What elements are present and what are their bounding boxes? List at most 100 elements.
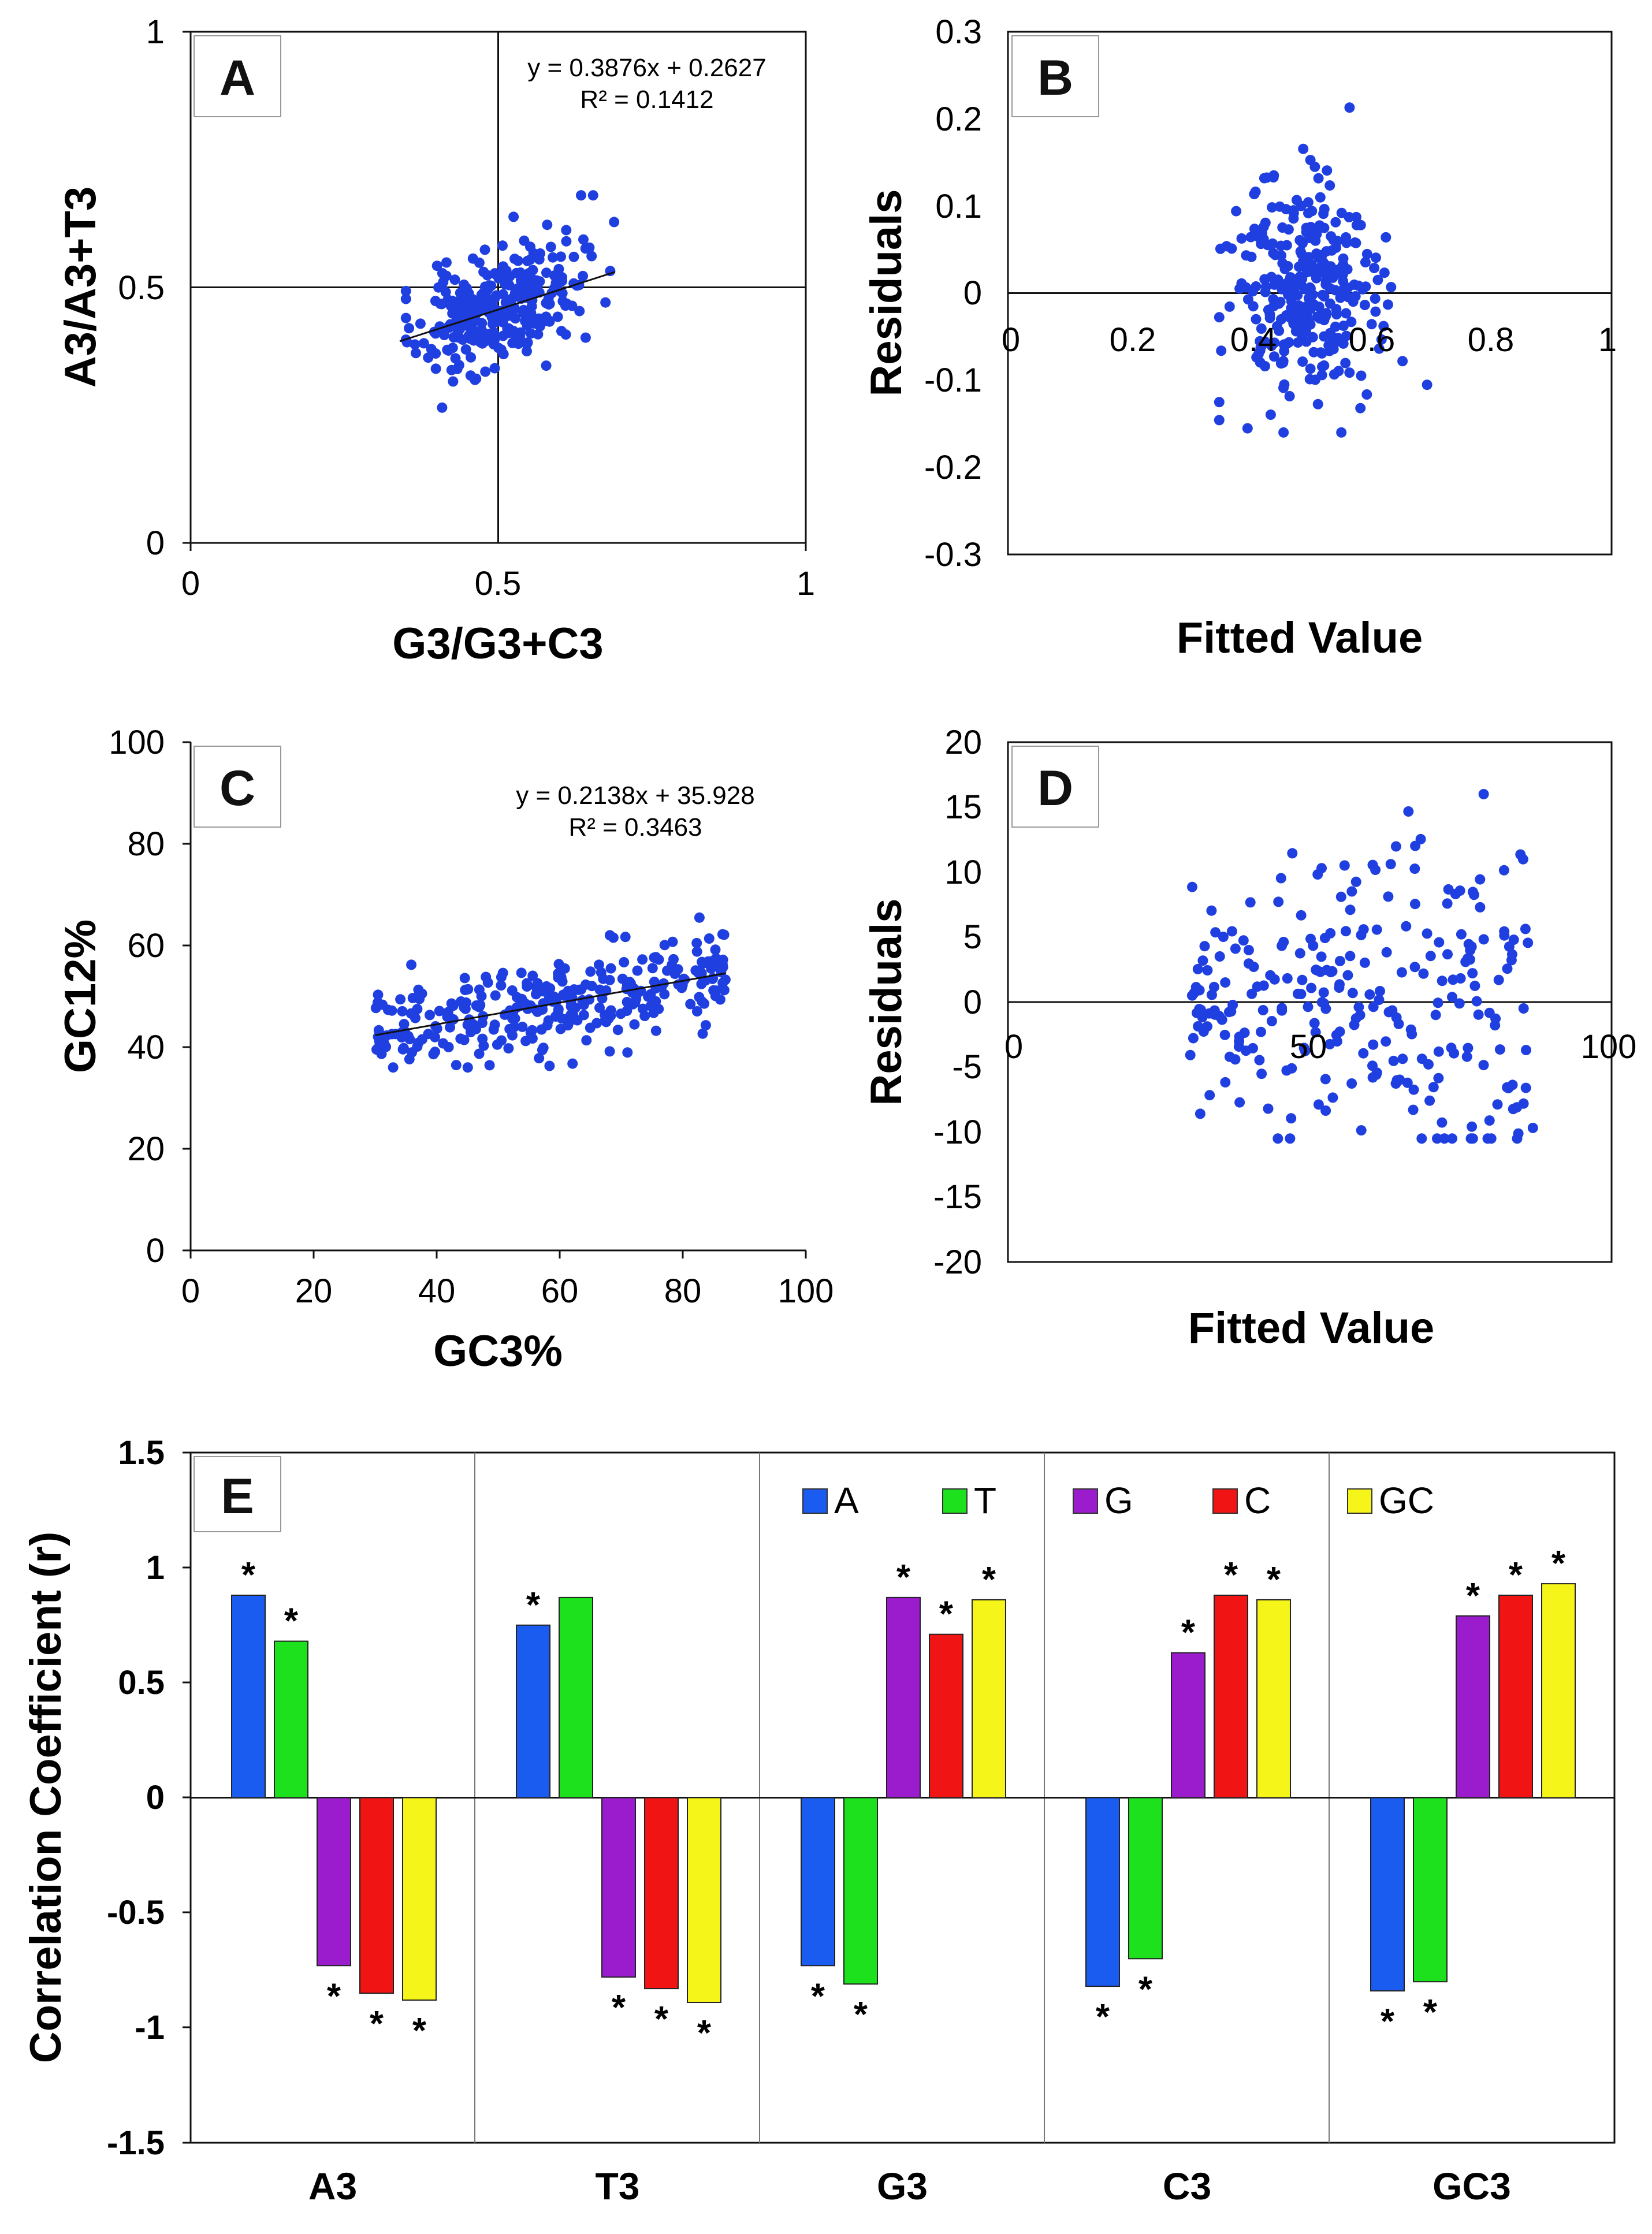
- panel-d-point: [1437, 1117, 1448, 1128]
- panel-a-point: [511, 267, 522, 278]
- panel-a-point: [489, 363, 500, 374]
- bar-t-t3: [559, 1596, 593, 1799]
- panel-d-point: [1320, 1074, 1331, 1085]
- significance-star: *: [284, 1602, 299, 1641]
- panel-b-point: [1319, 331, 1330, 342]
- panel-d-point: [1520, 924, 1531, 934]
- panel-c-point: [532, 978, 543, 989]
- panel-d-point: [1303, 1001, 1314, 1012]
- panel-a-point: [515, 275, 526, 286]
- bar-a-gc3: [1370, 1797, 1405, 1992]
- panel-b-point: [1242, 294, 1253, 305]
- panel-b-point: [1382, 299, 1393, 310]
- panel-c: 0 20 40 60 80 100 0 20 40 60 80 100 GC3%…: [56, 724, 834, 1376]
- panel-c-point: [567, 1058, 578, 1069]
- panel-c-point: [489, 1019, 500, 1030]
- panel-a-point: [465, 370, 476, 381]
- panel-c-point: [620, 932, 631, 943]
- panel-c-ytick: 0: [146, 1232, 165, 1269]
- panel-d-point: [1185, 1049, 1196, 1060]
- panel-d-point: [1405, 1024, 1416, 1035]
- panel-c-point: [406, 959, 417, 970]
- panel-a-plot: [183, 31, 807, 551]
- panel-d-point: [1475, 874, 1486, 885]
- panel-c-point: [541, 981, 552, 992]
- panel-b-point: [1216, 345, 1227, 356]
- panel-c-point: [527, 1025, 538, 1036]
- panel-d-point: [1368, 1039, 1379, 1050]
- panel-d-point: [1448, 974, 1458, 985]
- panel-d-xtick: 0: [1004, 1028, 1023, 1066]
- panel-b-point: [1304, 304, 1315, 315]
- panel-b-point: [1295, 246, 1306, 257]
- panel-c-point: [430, 1032, 440, 1042]
- panel-c-xtick: 20: [295, 1272, 333, 1310]
- panel-b-ytick: 0: [963, 274, 982, 312]
- panel-e-letter: E: [221, 1469, 254, 1524]
- panel-d-xtick: 50: [1290, 1028, 1327, 1066]
- panel-c-point: [649, 952, 660, 963]
- panel-d-point: [1383, 891, 1394, 902]
- panel-d-point: [1471, 996, 1482, 1007]
- panel-b-point: [1298, 143, 1309, 154]
- panel-b-point: [1319, 222, 1330, 233]
- panel-c-point: [600, 1015, 611, 1026]
- panel-b-point: [1236, 233, 1247, 244]
- panel-a-xtick: 0: [181, 565, 200, 602]
- panel-b-point: [1255, 336, 1266, 347]
- panel-d-point: [1409, 863, 1420, 874]
- panel-c-point: [399, 1019, 410, 1030]
- panel-d-point: [1277, 940, 1287, 951]
- panel-c-point: [704, 933, 715, 944]
- panel-d-point: [1513, 1128, 1524, 1139]
- panel-b-point: [1378, 321, 1389, 332]
- bar-a-a3: [231, 1595, 266, 1799]
- panel-d-point: [1193, 1021, 1204, 1032]
- panel-d-point: [1461, 1051, 1472, 1062]
- panel-d-point: [1390, 1078, 1401, 1089]
- panel-a-point: [437, 402, 448, 413]
- panel-d-point: [1334, 982, 1345, 993]
- panel-c-point: [697, 958, 708, 969]
- panel-d-point: [1243, 945, 1254, 955]
- panel-d-point: [1447, 1133, 1457, 1144]
- panel-d-point: [1428, 1082, 1439, 1093]
- panel-d-xtick: 100: [1581, 1028, 1637, 1066]
- panel-b-ytick: -0.1: [924, 362, 982, 399]
- panel-d-point: [1210, 927, 1221, 938]
- panel-b-ytick: 0.2: [935, 100, 982, 138]
- panel-d-point: [1521, 1045, 1531, 1056]
- panel-a-point: [542, 219, 553, 230]
- panel-d-point: [1313, 1099, 1324, 1110]
- panel-b-point: [1274, 298, 1285, 309]
- panel-c-point: [608, 932, 619, 943]
- legend-label-c: C: [1244, 1480, 1271, 1521]
- panel-a-point: [415, 318, 426, 329]
- panel-c-point: [710, 944, 721, 955]
- panel-b-point: [1313, 173, 1324, 184]
- panel-a-point: [568, 251, 579, 262]
- panel-d-point: [1346, 1078, 1357, 1089]
- panel-d-point: [1312, 965, 1323, 976]
- panel-c-point: [484, 1060, 495, 1071]
- legend-swatch-t: [942, 1488, 968, 1514]
- panel-c-point: [459, 973, 470, 984]
- legend-label-t: T: [974, 1480, 996, 1521]
- panel-d-point: [1454, 998, 1465, 1009]
- panel-d-point: [1277, 1003, 1288, 1014]
- panel-e-category: T3: [595, 2165, 639, 2207]
- panel-d-ytick: -10: [933, 1114, 982, 1151]
- panel-c-point: [482, 977, 493, 988]
- panel-b-point: [1336, 427, 1347, 438]
- panel-c-point: [685, 999, 696, 1010]
- panel-d-point: [1418, 968, 1429, 979]
- panel-d-point: [1520, 1082, 1531, 1093]
- panel-c-point: [434, 1006, 445, 1017]
- panel-c-ytick: 20: [127, 1130, 165, 1168]
- panel-d-point: [1473, 1009, 1484, 1020]
- panel-c-point: [503, 1043, 514, 1054]
- panel-c-point: [612, 1025, 623, 1036]
- panel-b-point: [1215, 243, 1226, 254]
- panel-d-point: [1285, 1133, 1296, 1144]
- panel-d-point: [1345, 951, 1356, 962]
